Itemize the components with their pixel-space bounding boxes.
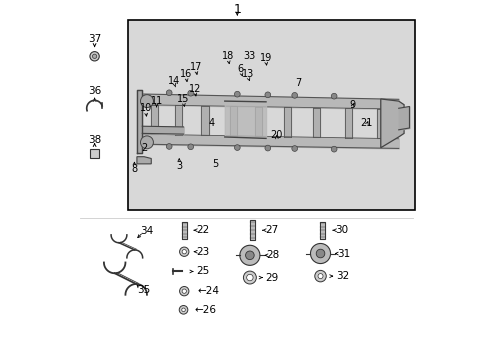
Text: ←26: ←26 (194, 305, 216, 315)
Circle shape (187, 144, 193, 150)
Text: 10: 10 (140, 103, 152, 113)
Circle shape (317, 274, 323, 279)
Circle shape (291, 146, 297, 152)
Text: 2: 2 (141, 143, 147, 153)
Text: 20: 20 (270, 130, 283, 140)
Text: 34: 34 (140, 226, 153, 236)
Text: 11: 11 (150, 96, 163, 106)
Circle shape (246, 274, 253, 281)
Text: 13: 13 (242, 69, 254, 79)
Text: 36: 36 (88, 86, 101, 96)
Text: 30: 30 (335, 225, 347, 235)
Circle shape (182, 308, 185, 312)
Circle shape (330, 146, 336, 152)
Text: 15: 15 (177, 94, 189, 104)
Text: 19: 19 (259, 53, 272, 63)
Bar (128, 21, 414, 211)
Text: 25: 25 (196, 266, 209, 276)
Circle shape (243, 271, 256, 284)
Text: 3: 3 (176, 161, 182, 171)
Text: 27: 27 (264, 225, 278, 235)
Text: 23: 23 (196, 247, 209, 257)
Circle shape (182, 249, 186, 254)
Circle shape (187, 90, 193, 96)
Circle shape (140, 95, 153, 108)
Circle shape (166, 144, 172, 149)
Circle shape (314, 270, 325, 282)
Text: ←24: ←24 (198, 286, 220, 296)
Text: 12: 12 (188, 84, 201, 94)
Circle shape (90, 51, 99, 61)
Circle shape (245, 251, 254, 260)
Text: 32: 32 (335, 271, 348, 281)
Text: 29: 29 (265, 273, 278, 283)
Text: 9: 9 (348, 100, 354, 110)
Circle shape (179, 247, 188, 256)
Circle shape (264, 92, 270, 98)
Circle shape (92, 54, 97, 58)
Text: 7: 7 (295, 78, 301, 88)
Text: 8: 8 (131, 164, 137, 174)
Text: 5: 5 (212, 159, 219, 169)
Polygon shape (380, 99, 403, 148)
Circle shape (316, 249, 324, 258)
Polygon shape (137, 157, 151, 164)
Text: 31: 31 (336, 248, 349, 258)
Text: 37: 37 (88, 35, 101, 44)
Circle shape (234, 145, 240, 150)
Text: 22: 22 (196, 225, 209, 235)
Text: 18: 18 (222, 51, 234, 61)
Circle shape (234, 91, 240, 97)
Text: 17: 17 (189, 62, 202, 72)
Circle shape (140, 136, 153, 149)
Circle shape (264, 145, 270, 151)
Text: 1: 1 (233, 3, 241, 16)
Circle shape (179, 306, 187, 314)
Circle shape (310, 243, 330, 264)
Circle shape (239, 245, 260, 265)
Text: 4: 4 (208, 118, 214, 128)
Text: 33: 33 (243, 51, 256, 61)
Text: 35: 35 (137, 285, 150, 296)
Text: 21: 21 (360, 118, 372, 128)
Circle shape (179, 287, 188, 296)
Text: 38: 38 (88, 135, 101, 145)
Circle shape (182, 289, 186, 293)
Text: 6: 6 (237, 64, 244, 74)
Text: 16: 16 (180, 69, 192, 79)
Circle shape (291, 93, 297, 98)
Text: 14: 14 (168, 76, 181, 86)
Circle shape (330, 93, 336, 99)
Circle shape (166, 90, 172, 96)
Text: 28: 28 (266, 250, 280, 260)
